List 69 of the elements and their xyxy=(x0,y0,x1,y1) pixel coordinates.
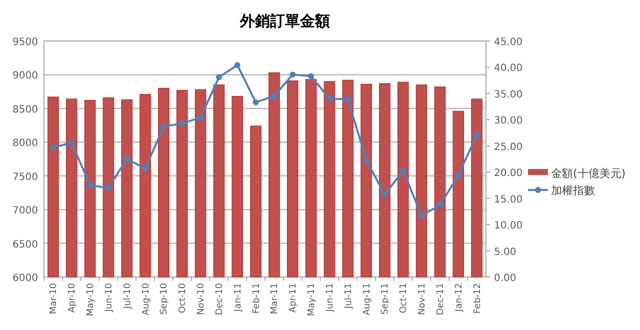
point xyxy=(252,99,259,106)
y2-tick-label: 25.00 xyxy=(494,142,523,153)
y2-tick-label: 20.00 xyxy=(494,168,523,180)
y-tick-label: 9000 xyxy=(12,70,38,82)
point xyxy=(179,120,186,126)
point xyxy=(198,114,204,121)
x-tick-label: Jul-10 xyxy=(122,282,133,310)
point xyxy=(50,144,56,150)
x-tick-label: Jun-10 xyxy=(104,282,114,313)
y-tick-label: 8500 xyxy=(12,104,38,116)
x-tick-label: Jan-12 xyxy=(454,283,464,313)
x-tick-label: Mar-11 xyxy=(270,283,280,314)
point xyxy=(344,96,351,102)
point xyxy=(436,202,443,208)
y-tick-label: 9500 xyxy=(12,37,38,48)
chart-title: 外銷訂單金額 xyxy=(239,12,330,30)
x-tick-label: Aug-10 xyxy=(141,282,152,316)
point xyxy=(105,184,112,191)
x-tick-label: May-11 xyxy=(307,283,318,316)
x-tick-label: Dec-10 xyxy=(214,282,225,316)
x-tick-label: Mar-10 xyxy=(49,282,60,314)
y2-tick-label: 5.00 xyxy=(494,246,516,258)
x-tick-label: Nov-10 xyxy=(196,282,207,316)
x-tick-label: Jan-11 xyxy=(233,283,244,313)
y2-tick-label: 0.00 xyxy=(494,273,516,284)
point xyxy=(418,212,425,219)
y-tick-label: 6000 xyxy=(12,273,38,284)
y-tick-label: 6500 xyxy=(12,239,38,250)
point xyxy=(271,93,278,100)
x-tick-label: Dec-11 xyxy=(436,283,446,316)
x-tick-label: Jul-11 xyxy=(344,283,354,310)
y2-tick-label: 35.00 xyxy=(494,89,523,100)
point xyxy=(290,72,296,78)
x-tick-label: Apr-10 xyxy=(68,282,78,313)
point xyxy=(234,62,240,68)
point xyxy=(87,182,94,188)
x-tick-label: Sep-10 xyxy=(160,282,170,315)
x-tick-label: May-10 xyxy=(86,282,96,316)
point xyxy=(326,96,332,102)
y2-tick-label: 30.00 xyxy=(494,116,523,127)
y-tick-label: 7000 xyxy=(12,206,38,217)
x-tick-label: Feb-12 xyxy=(472,283,483,314)
x-tick-label: Oct-10 xyxy=(178,282,188,314)
point xyxy=(68,140,75,146)
legend-label: 加權指數 xyxy=(551,184,595,197)
point xyxy=(124,156,130,162)
point xyxy=(216,74,222,80)
x-tick-label: Apr-11 xyxy=(288,283,299,313)
x-tick-label: Jun-11 xyxy=(325,283,336,313)
y-tick-label: 7500 xyxy=(12,172,38,183)
point xyxy=(382,192,388,198)
x-tick-label: Feb-11 xyxy=(252,283,262,314)
y2-tick-label: 40.00 xyxy=(494,63,523,74)
point xyxy=(455,172,462,178)
point xyxy=(142,165,148,172)
y2-tick-label: 10.00 xyxy=(494,220,523,232)
legend-label: 金額(十億美元) xyxy=(551,167,626,180)
x-tick-label: Aug-11 xyxy=(362,283,372,316)
y-tick-label: 8000 xyxy=(12,138,38,150)
y2-tick-label: 15.00 xyxy=(494,194,523,206)
x-tick-label: Sep-11 xyxy=(380,283,391,315)
y2-tick-label: 45.00 xyxy=(494,37,523,48)
x-tick-label: Oct-11 xyxy=(399,283,410,314)
point xyxy=(308,73,314,80)
point xyxy=(474,132,480,138)
point xyxy=(400,168,406,174)
point xyxy=(363,157,370,164)
x-tick-label: Nov-11 xyxy=(418,283,428,316)
point xyxy=(160,123,167,130)
